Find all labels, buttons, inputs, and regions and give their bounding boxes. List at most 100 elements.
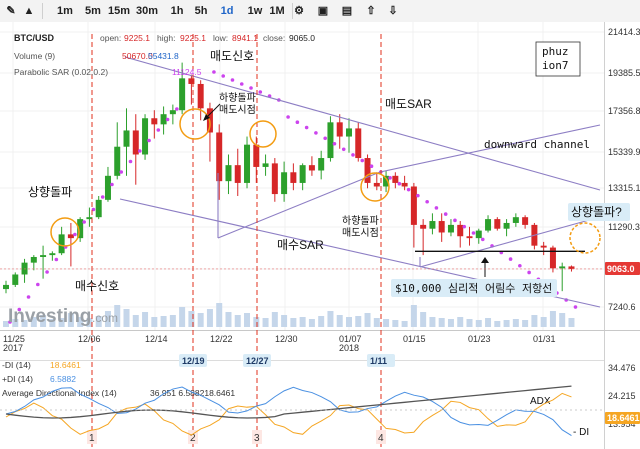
sar-dot: [119, 170, 124, 174]
breakout-up-text: 상향돌파: [28, 185, 72, 199]
candles: [3, 62, 575, 294]
volume-bar: [438, 318, 445, 327]
plus-di-line: [5, 386, 572, 437]
sar-dot: [480, 237, 485, 242]
interval-button-15m[interactable]: 15m: [108, 5, 131, 17]
volume-bar: [475, 320, 482, 327]
sar-dot: [45, 270, 49, 274]
candle-body: [345, 128, 352, 137]
interval-button-1d[interactable]: 1d: [220, 5, 234, 17]
volume-bar: [206, 309, 213, 327]
candle-body: [49, 253, 56, 256]
legend-open-value: 9225.1: [124, 33, 150, 43]
volume-bar: [225, 312, 232, 327]
price-tag-box: [605, 262, 640, 275]
volume-bar: [114, 305, 121, 327]
x-tick-label: 12/14: [145, 334, 168, 344]
volume-bar: [568, 318, 575, 327]
candle-body: [383, 175, 390, 187]
marker-date-2: 12/19: [182, 356, 205, 366]
volume-bar: [549, 311, 556, 327]
marker-date-box: [179, 354, 207, 367]
interval-button-5m[interactable]: 5m: [85, 5, 101, 17]
volume-bar: [3, 321, 9, 327]
volume-bar: [179, 307, 186, 327]
candle-body: [457, 224, 464, 237]
sar-dot: [239, 82, 244, 86]
pencil-icon[interactable]: ✎: [6, 5, 16, 17]
candle-body: [290, 172, 297, 183]
sar-dot: [137, 149, 142, 153]
candle-body: [151, 118, 158, 125]
legend-low-value: 8941.1: [232, 33, 258, 43]
sar-dot: [230, 78, 235, 82]
resistance-label-box: [391, 279, 557, 297]
highlight-circle: [249, 120, 277, 148]
volume-bar: [234, 315, 241, 327]
sar-dot: [406, 187, 411, 192]
candle-body: [364, 158, 371, 183]
sar-dot: [416, 193, 420, 198]
candle-body: [447, 224, 454, 233]
volume-value-a: 50670.0: [122, 51, 153, 61]
minus-di-tag-box: [605, 412, 640, 424]
investing-logo: Investing: [8, 306, 91, 327]
volume-bar: [142, 312, 149, 327]
resistance-arrow-head: [481, 257, 489, 263]
interval-button-1w[interactable]: 1w: [247, 5, 263, 17]
volume-bar: [429, 317, 436, 327]
volume-bars: [3, 303, 575, 327]
sar-label: Parabolic SAR (0.02,0.2): [14, 67, 108, 77]
sar-dot: [295, 120, 300, 125]
sar-dot: [341, 147, 346, 152]
gear-icon[interactable]: ⚙: [294, 5, 304, 17]
legend-high-value: 9225.1: [180, 33, 206, 43]
y-tick-label: 15339.9: [608, 147, 640, 157]
candle-body: [503, 222, 510, 229]
candle-body: [475, 230, 482, 239]
sar-dot: [573, 305, 578, 309]
cloud-upload-icon[interactable]: ⇧: [366, 5, 376, 17]
adx-values: 36.951 6.588218.6461: [150, 388, 235, 398]
candle-body: [142, 118, 149, 155]
sar-dot: [100, 195, 105, 199]
marker-num-box: [87, 430, 97, 444]
candle-body: [429, 221, 436, 229]
chart-type-icon[interactable]: ▲: [23, 5, 35, 17]
candle-body: [522, 217, 529, 225]
interval-button-30m[interactable]: 30m: [136, 5, 159, 17]
sar-dot: [527, 270, 531, 275]
save-icon[interactable]: ▤: [341, 5, 353, 17]
channel-mid-line: [217, 171, 381, 239]
volume-bar: [262, 318, 269, 327]
interval-button-1m[interactable]: 1m: [57, 5, 73, 17]
volume-bar: [253, 317, 260, 327]
cloud-download-icon[interactable]: ⇩: [388, 5, 398, 17]
sar-dot: [17, 307, 22, 312]
sar-dot: [258, 90, 263, 94]
camera-icon[interactable]: ▣: [317, 5, 329, 17]
minus-di-value: 18.6461: [50, 360, 81, 370]
interval-button-1M[interactable]: 1M: [269, 5, 285, 17]
candle-body: [30, 256, 37, 263]
y-tick-label: 21414.3: [608, 27, 640, 37]
breakout-question-box: [568, 203, 630, 221]
plus-di-label: +DI (14): [2, 374, 33, 384]
volume-bar: [466, 319, 473, 327]
candle-body: [244, 144, 251, 183]
minus-di-annotation: - DI: [573, 427, 589, 438]
marker-num-2: 2: [190, 433, 196, 444]
buy-sar-text: 매수SAR: [277, 238, 324, 252]
legend-low-label: low:: [213, 33, 228, 43]
interval-button-5h[interactable]: 5h: [194, 5, 208, 17]
interval-button-1h[interactable]: 1h: [170, 5, 184, 17]
candle-body: [355, 128, 362, 159]
candle-body: [12, 274, 19, 285]
sar-dot: [91, 207, 96, 212]
candle-body: [392, 175, 399, 183]
sar-dot: [304, 125, 309, 130]
volume-bar: [336, 315, 343, 327]
volume-bar: [392, 320, 399, 327]
y-tick-labels: 21414.3 19385.5 17356.8 15339.9 13315.1 11290…: [0, 27, 640, 312]
author-box: phuz ion7: [535, 41, 581, 77]
